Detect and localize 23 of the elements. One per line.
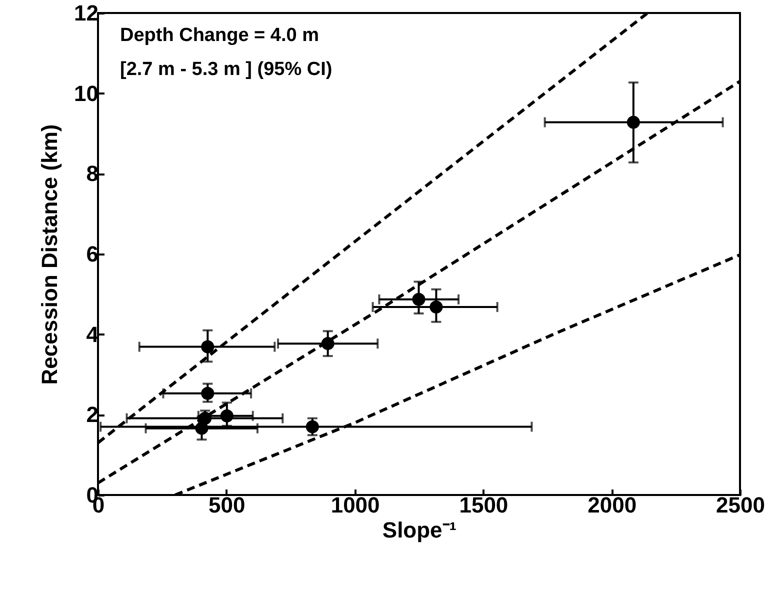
point	[306, 420, 319, 434]
y-tick-label: 4	[86, 322, 100, 347]
point	[201, 386, 214, 400]
annotation: [2.7 m - 5.3 m ] (95% CI)	[120, 59, 332, 80]
point	[195, 422, 208, 435]
point	[430, 300, 443, 314]
x-axis-title: Slope⁻¹	[382, 518, 457, 542]
point	[201, 340, 214, 354]
y-tick-label: 10	[74, 80, 98, 106]
y-tick-label: 6	[86, 242, 98, 266]
point	[220, 409, 234, 422]
y-tick-label: 8	[86, 161, 98, 186]
x-tick-label: 1000	[330, 492, 380, 518]
point	[412, 292, 426, 306]
annotation: Depth Change = 4.0 m	[120, 25, 320, 46]
x-tick-label: 2500	[716, 492, 765, 518]
x-tick-label: 1500	[459, 492, 508, 518]
point	[626, 116, 640, 129]
x-tick-label: 500	[208, 492, 246, 518]
y-axis-title: Recession Distance (km)	[37, 124, 62, 385]
y-tick-label: 12	[74, 0, 98, 26]
x-tick-label: 2000	[588, 492, 637, 518]
y-tick-label: 2	[86, 402, 98, 428]
